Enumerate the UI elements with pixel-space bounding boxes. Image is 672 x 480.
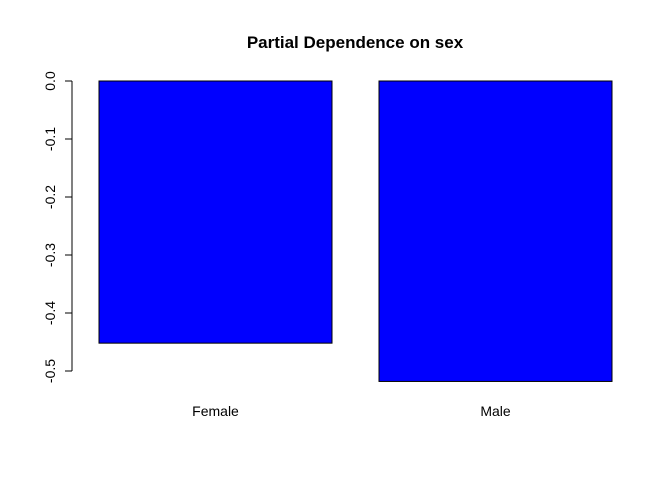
category-labels: Female Male bbox=[192, 403, 511, 419]
y-tick-label: -0.2 bbox=[42, 185, 58, 209]
category-label-female: Female bbox=[192, 403, 239, 419]
y-tick-label: 0.0 bbox=[42, 71, 58, 91]
bar-male bbox=[378, 80, 613, 382]
y-tick-label: -0.1 bbox=[42, 127, 58, 151]
bars bbox=[98, 80, 613, 382]
category-label-male: Male bbox=[480, 403, 511, 419]
y-tick-label: -0.4 bbox=[42, 301, 58, 325]
bar-female bbox=[98, 80, 333, 344]
y-tick-label: -0.5 bbox=[42, 359, 58, 383]
y-tick-label: -0.3 bbox=[42, 243, 58, 267]
chart-title: Partial Dependence on sex bbox=[247, 33, 464, 52]
y-axis: 0.0 -0.1 -0.2 -0.3 -0.4 -0.5 bbox=[42, 71, 73, 383]
